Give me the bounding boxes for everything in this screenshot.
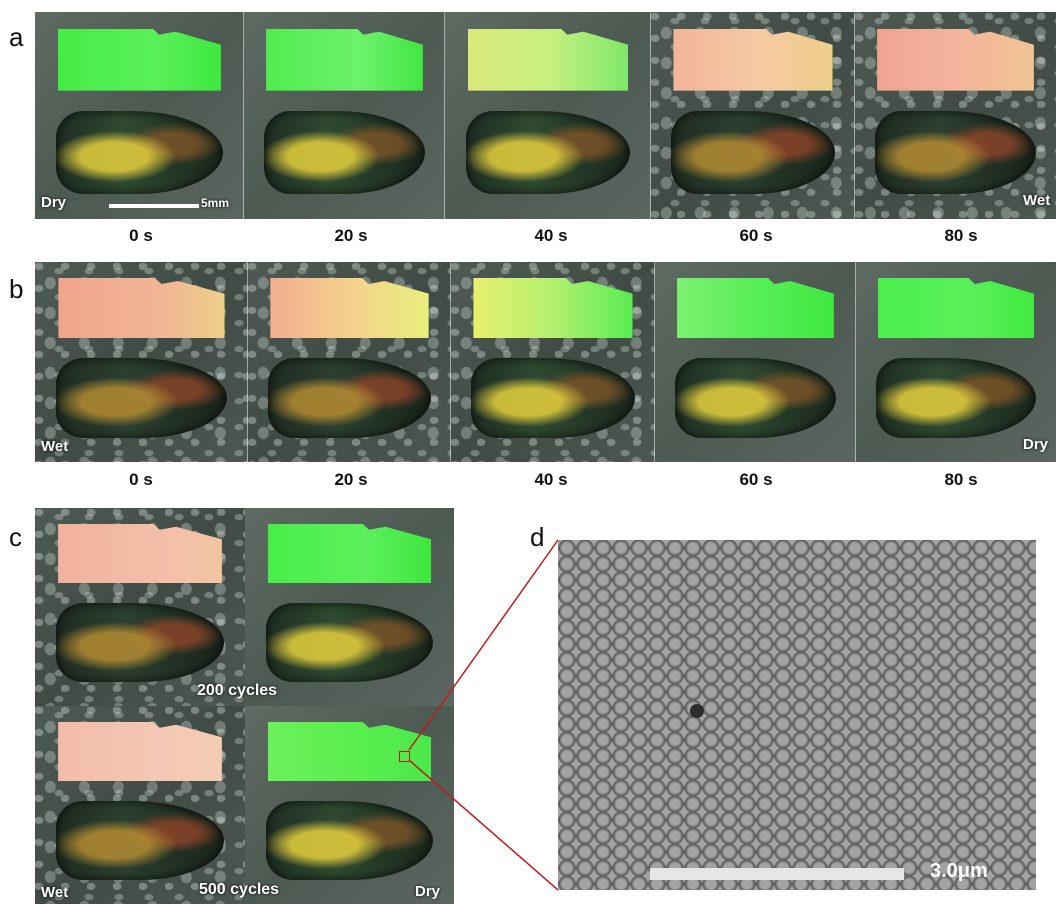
time-label: 40 s <box>534 470 568 489</box>
time-label: 0 s <box>129 226 153 245</box>
sem-scale-label: 3.0μm <box>930 860 988 882</box>
photonic-film <box>57 28 221 91</box>
frame-c-200-wet <box>35 508 245 706</box>
frame-a-1 <box>244 12 445 219</box>
frame-a-0 <box>35 12 244 219</box>
frame-c-500-dry <box>245 706 454 904</box>
zoom-line-top <box>408 539 559 751</box>
panel-label-d: d <box>530 522 545 552</box>
frame-c-200-dry <box>245 508 454 706</box>
cycles-label-200: 200 cycles <box>197 682 278 699</box>
time-label: 80 s <box>944 226 978 245</box>
photonic-film <box>673 28 833 91</box>
panel-label-a: a <box>9 22 24 52</box>
sem-defect <box>690 704 704 718</box>
sem-micrograph: 3.0μm <box>558 540 1036 890</box>
beetle-shell <box>265 603 434 683</box>
scale-bar <box>109 204 199 208</box>
frame-a-3 <box>651 12 855 219</box>
zoom-line-bottom <box>408 759 559 891</box>
frame-c-500-wet <box>35 706 245 904</box>
beetle-shell <box>264 111 425 195</box>
photonic-film <box>877 28 1034 91</box>
photonic-film <box>58 721 222 782</box>
scale-bar-label: 5mm <box>201 196 230 210</box>
state-label-wet: Wet <box>1023 192 1051 209</box>
panel-c-image-grid: 200 cycles Wet 500 cycles Dry <box>35 508 454 904</box>
beetle-shell <box>265 801 434 881</box>
frame-a-2 <box>445 12 651 219</box>
frame-b-2 <box>451 262 655 462</box>
sem-scale-bar <box>650 868 904 880</box>
time-label: 40 s <box>534 226 568 245</box>
panel-b-image-strip: Wet Dry <box>35 262 1056 462</box>
state-label-wet: Wet <box>41 438 69 455</box>
frame-b-0 <box>35 262 248 462</box>
frame-b-1 <box>248 262 451 462</box>
beetle-shell <box>671 111 835 195</box>
frame-b-3 <box>655 262 856 462</box>
time-label: 60 s <box>739 470 773 489</box>
time-label: 20 s <box>334 226 368 245</box>
beetle-shell <box>876 358 1036 438</box>
beetle-shell <box>56 603 224 683</box>
photonic-film <box>473 278 633 338</box>
beetle-shell <box>471 358 635 438</box>
frame-a-4 <box>855 12 1056 219</box>
photonic-film <box>58 278 225 338</box>
beetle-shell <box>465 111 631 195</box>
photonic-film <box>266 28 423 91</box>
photonic-film <box>677 278 834 338</box>
state-label-wet: Wet <box>41 884 69 901</box>
photonic-film <box>467 28 629 91</box>
beetle-shell <box>875 111 1036 195</box>
panel-label-b: b <box>9 274 24 304</box>
beetle-shell <box>675 358 836 438</box>
panel-a-image-strip: Dry 5mm Wet <box>35 12 1056 219</box>
photonic-film <box>267 523 431 584</box>
photonic-film <box>878 278 1034 338</box>
state-label-dry: Dry <box>415 883 441 900</box>
time-label: 60 s <box>739 226 773 245</box>
frame-b-4 <box>856 262 1056 462</box>
panel-label-c: c <box>9 522 22 552</box>
state-label-dry: Dry <box>1023 436 1049 453</box>
time-label: 80 s <box>944 470 978 489</box>
beetle-shell <box>56 801 224 881</box>
state-label-dry: Dry <box>41 194 67 211</box>
time-label: 0 s <box>129 470 153 489</box>
beetle-shell <box>268 358 431 438</box>
photonic-film <box>58 523 222 584</box>
time-label: 20 s <box>334 470 368 489</box>
beetle-shell <box>56 358 227 438</box>
beetle-shell <box>55 111 224 195</box>
zoom-region-box <box>399 751 410 762</box>
photonic-film <box>270 278 429 338</box>
cycles-label-500: 500 cycles <box>199 881 280 898</box>
